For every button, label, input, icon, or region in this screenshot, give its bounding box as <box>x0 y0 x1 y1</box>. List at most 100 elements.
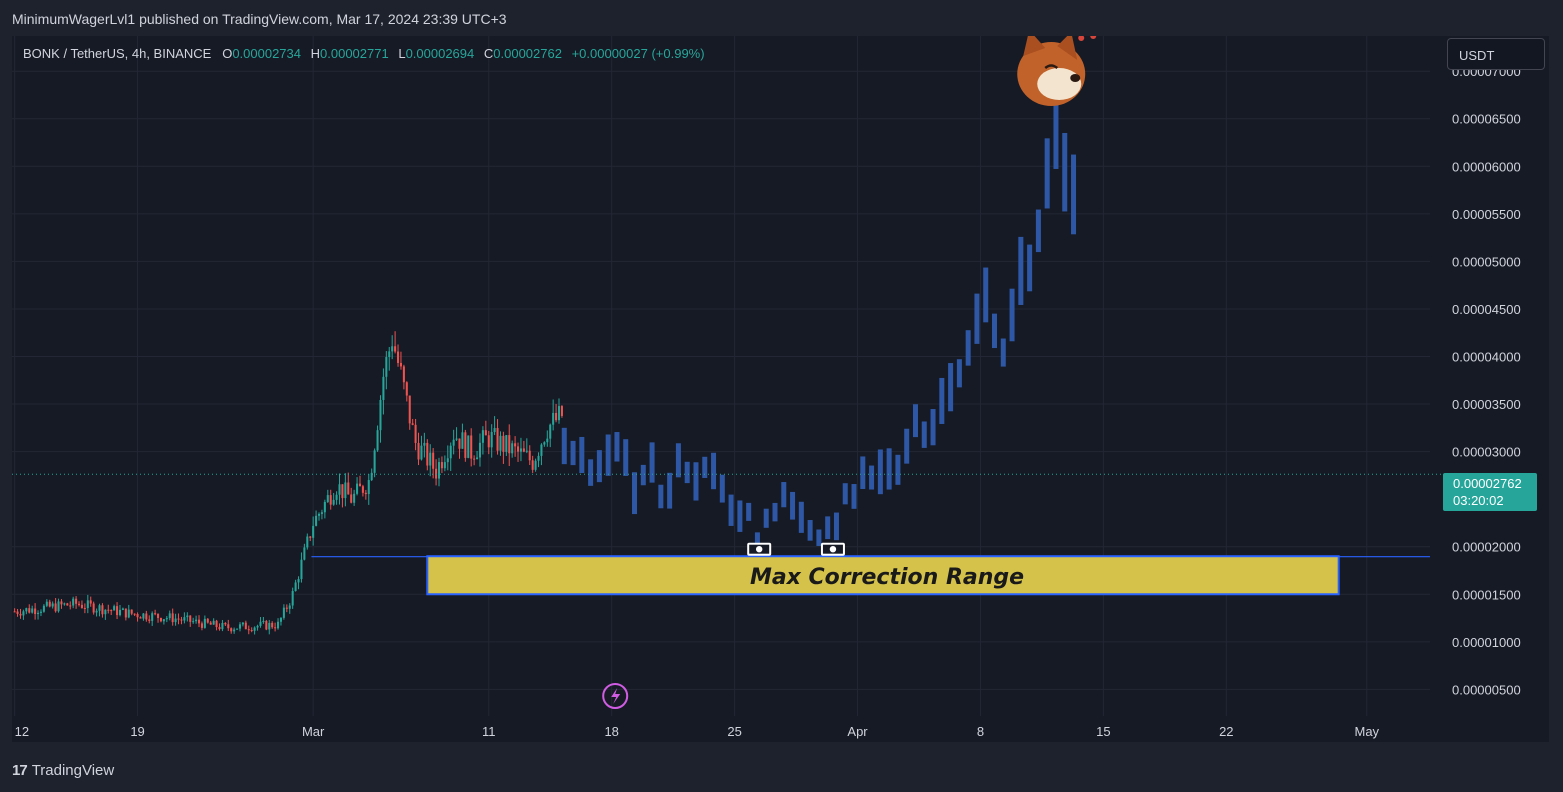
low-label: L <box>398 46 406 61</box>
candle-body <box>437 462 441 479</box>
candle-body <box>236 628 239 630</box>
chart-panel[interactable]: 0.00000500 0.00001000 0.00001500 0.00002000… <box>12 36 1549 742</box>
candle-body <box>66 603 69 606</box>
candle-body <box>130 609 133 614</box>
candle-body <box>385 357 388 377</box>
shiba-bubble <box>1090 36 1097 39</box>
candle-body <box>303 547 306 560</box>
projection-bar <box>561 427 567 465</box>
candle-body <box>382 376 385 400</box>
candle-body <box>77 603 81 605</box>
projection-bar <box>596 450 602 483</box>
candle-body <box>25 608 28 612</box>
shiba-bubble <box>1078 36 1085 41</box>
candle-body <box>402 366 405 383</box>
candle-body <box>92 603 95 613</box>
projection-bar <box>798 501 804 533</box>
tradingview-logo[interactable]: 17 TradingView <box>12 762 114 779</box>
candle-body <box>60 601 63 605</box>
top-bar: MinimumWagerLvl1 published on TradingVie… <box>0 0 1563 36</box>
candle-body <box>470 435 473 459</box>
ohlc-legend: BONK / TetherUS, 4h, BINANCE O0.00002734… <box>23 46 705 61</box>
candle-body <box>274 627 277 629</box>
projection-bar <box>807 520 813 541</box>
shiba-ear-left <box>1023 36 1046 56</box>
y-tick-label: 0.00002000 <box>1452 540 1521 555</box>
candle-body <box>420 445 423 460</box>
candle-body <box>338 484 341 495</box>
bottom-bar <box>0 742 1563 792</box>
currency-button[interactable]: USDT <box>1447 38 1545 70</box>
candle-body <box>300 559 303 580</box>
candle-body <box>54 603 57 612</box>
candle-body <box>279 617 282 622</box>
candle-body <box>218 627 221 630</box>
y-tick-label: 0.00004500 <box>1452 302 1521 317</box>
y-tick-label: 0.00004000 <box>1452 350 1521 365</box>
candle-body <box>423 442 426 446</box>
projection-bar <box>658 484 664 509</box>
high-value: 0.00002771 <box>320 46 389 61</box>
candle-body <box>376 430 379 451</box>
projection-bar <box>649 442 655 483</box>
projection-bar <box>992 313 998 349</box>
candle-body <box>244 622 247 630</box>
projection-bar <box>1009 288 1015 342</box>
candle-body <box>48 601 51 607</box>
candle-body <box>291 591 294 606</box>
candle-body <box>309 536 312 538</box>
x-tick-label: Apr <box>847 724 868 739</box>
candle-body <box>51 603 54 607</box>
candle-body <box>458 438 461 449</box>
projection-bar <box>1000 338 1006 367</box>
last-price-tag: 0.00002762 03:20:02 <box>1443 473 1537 511</box>
cash-icon-coin <box>755 545 763 553</box>
candle-body <box>45 601 48 606</box>
bar-countdown: 03:20:02 <box>1453 493 1504 508</box>
projection-bar <box>772 502 778 522</box>
shiba-muzzle <box>1037 68 1082 100</box>
candle-body <box>449 445 452 459</box>
projection-bar <box>737 500 743 532</box>
candle-body <box>168 613 171 619</box>
candle-body <box>212 620 215 625</box>
candle-body <box>394 346 397 352</box>
projection-bar <box>939 377 945 424</box>
candle-body <box>136 614 139 618</box>
candle-body <box>80 604 83 608</box>
candle-body <box>353 493 356 503</box>
candle-body <box>250 629 253 631</box>
tradingview-brand: TradingView <box>31 762 115 779</box>
candle-body <box>16 611 19 614</box>
candle-body <box>227 624 230 629</box>
candle-body <box>113 606 116 611</box>
candle-body <box>397 351 400 363</box>
candle-body <box>557 406 561 421</box>
lightning-icon-bolt <box>611 688 621 704</box>
candle-body <box>408 395 411 424</box>
candle-body <box>34 608 37 615</box>
candle-body <box>233 629 236 632</box>
projection-bar <box>983 267 989 323</box>
x-tick-label: May <box>1355 724 1380 739</box>
candle-body <box>157 613 160 618</box>
candle-body <box>517 446 520 452</box>
candle-body <box>399 362 402 367</box>
candle-body <box>484 430 487 436</box>
candle-body <box>344 482 347 499</box>
candle-body <box>534 460 537 470</box>
projection-bar <box>974 293 980 344</box>
projection-bar <box>965 330 971 366</box>
candle-body <box>256 625 259 628</box>
projection-bar <box>842 483 848 505</box>
shiba-ear-right <box>1057 36 1078 60</box>
candle-body <box>28 608 31 613</box>
x-tick-label: 15 <box>1096 724 1110 739</box>
price-chart[interactable]: 0.00000500 0.00001000 0.00001500 0.00002000… <box>12 36 1549 742</box>
candle-body <box>203 618 206 628</box>
symbol-label[interactable]: BONK / TetherUS, 4h, BINANCE <box>23 46 212 61</box>
candle-body <box>411 423 414 425</box>
candle-body <box>315 515 318 526</box>
projection-bar <box>790 491 796 520</box>
candle-body <box>72 598 75 606</box>
